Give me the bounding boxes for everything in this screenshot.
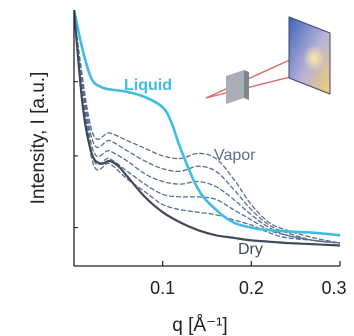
sample-block-side-icon [244,70,249,100]
sample-block-icon [226,70,244,104]
series-line-vapor [74,14,340,244]
x-tick-label: 0.2 [239,278,264,298]
liquid-series-label: Liquid [124,77,172,94]
x-tick-label: 0.3 [321,278,346,298]
x-ticks: 0.1 0.2 0.3 [150,261,347,298]
x-axis-label: q [Å⁻¹] [172,315,227,336]
series-line-vapor-5 [74,14,340,244]
series-line-liquid [74,10,340,237]
y-ticks [74,81,78,229]
dry-series-label: Dry [238,241,263,258]
y-axis-label: Intensity, I [a.u.] [28,72,49,205]
vapor-series-label: Vapor [214,147,256,164]
axes-frame [73,10,340,267]
series-line-dry [74,10,340,247]
series-line-vapor-4 [74,14,340,244]
x-tick-label: 0.1 [150,278,175,298]
scattering-spot-icon [303,45,325,71]
series-layer [74,10,340,247]
series-line-vapor-3 [74,14,340,244]
saxs-schematic-inset [205,16,331,104]
